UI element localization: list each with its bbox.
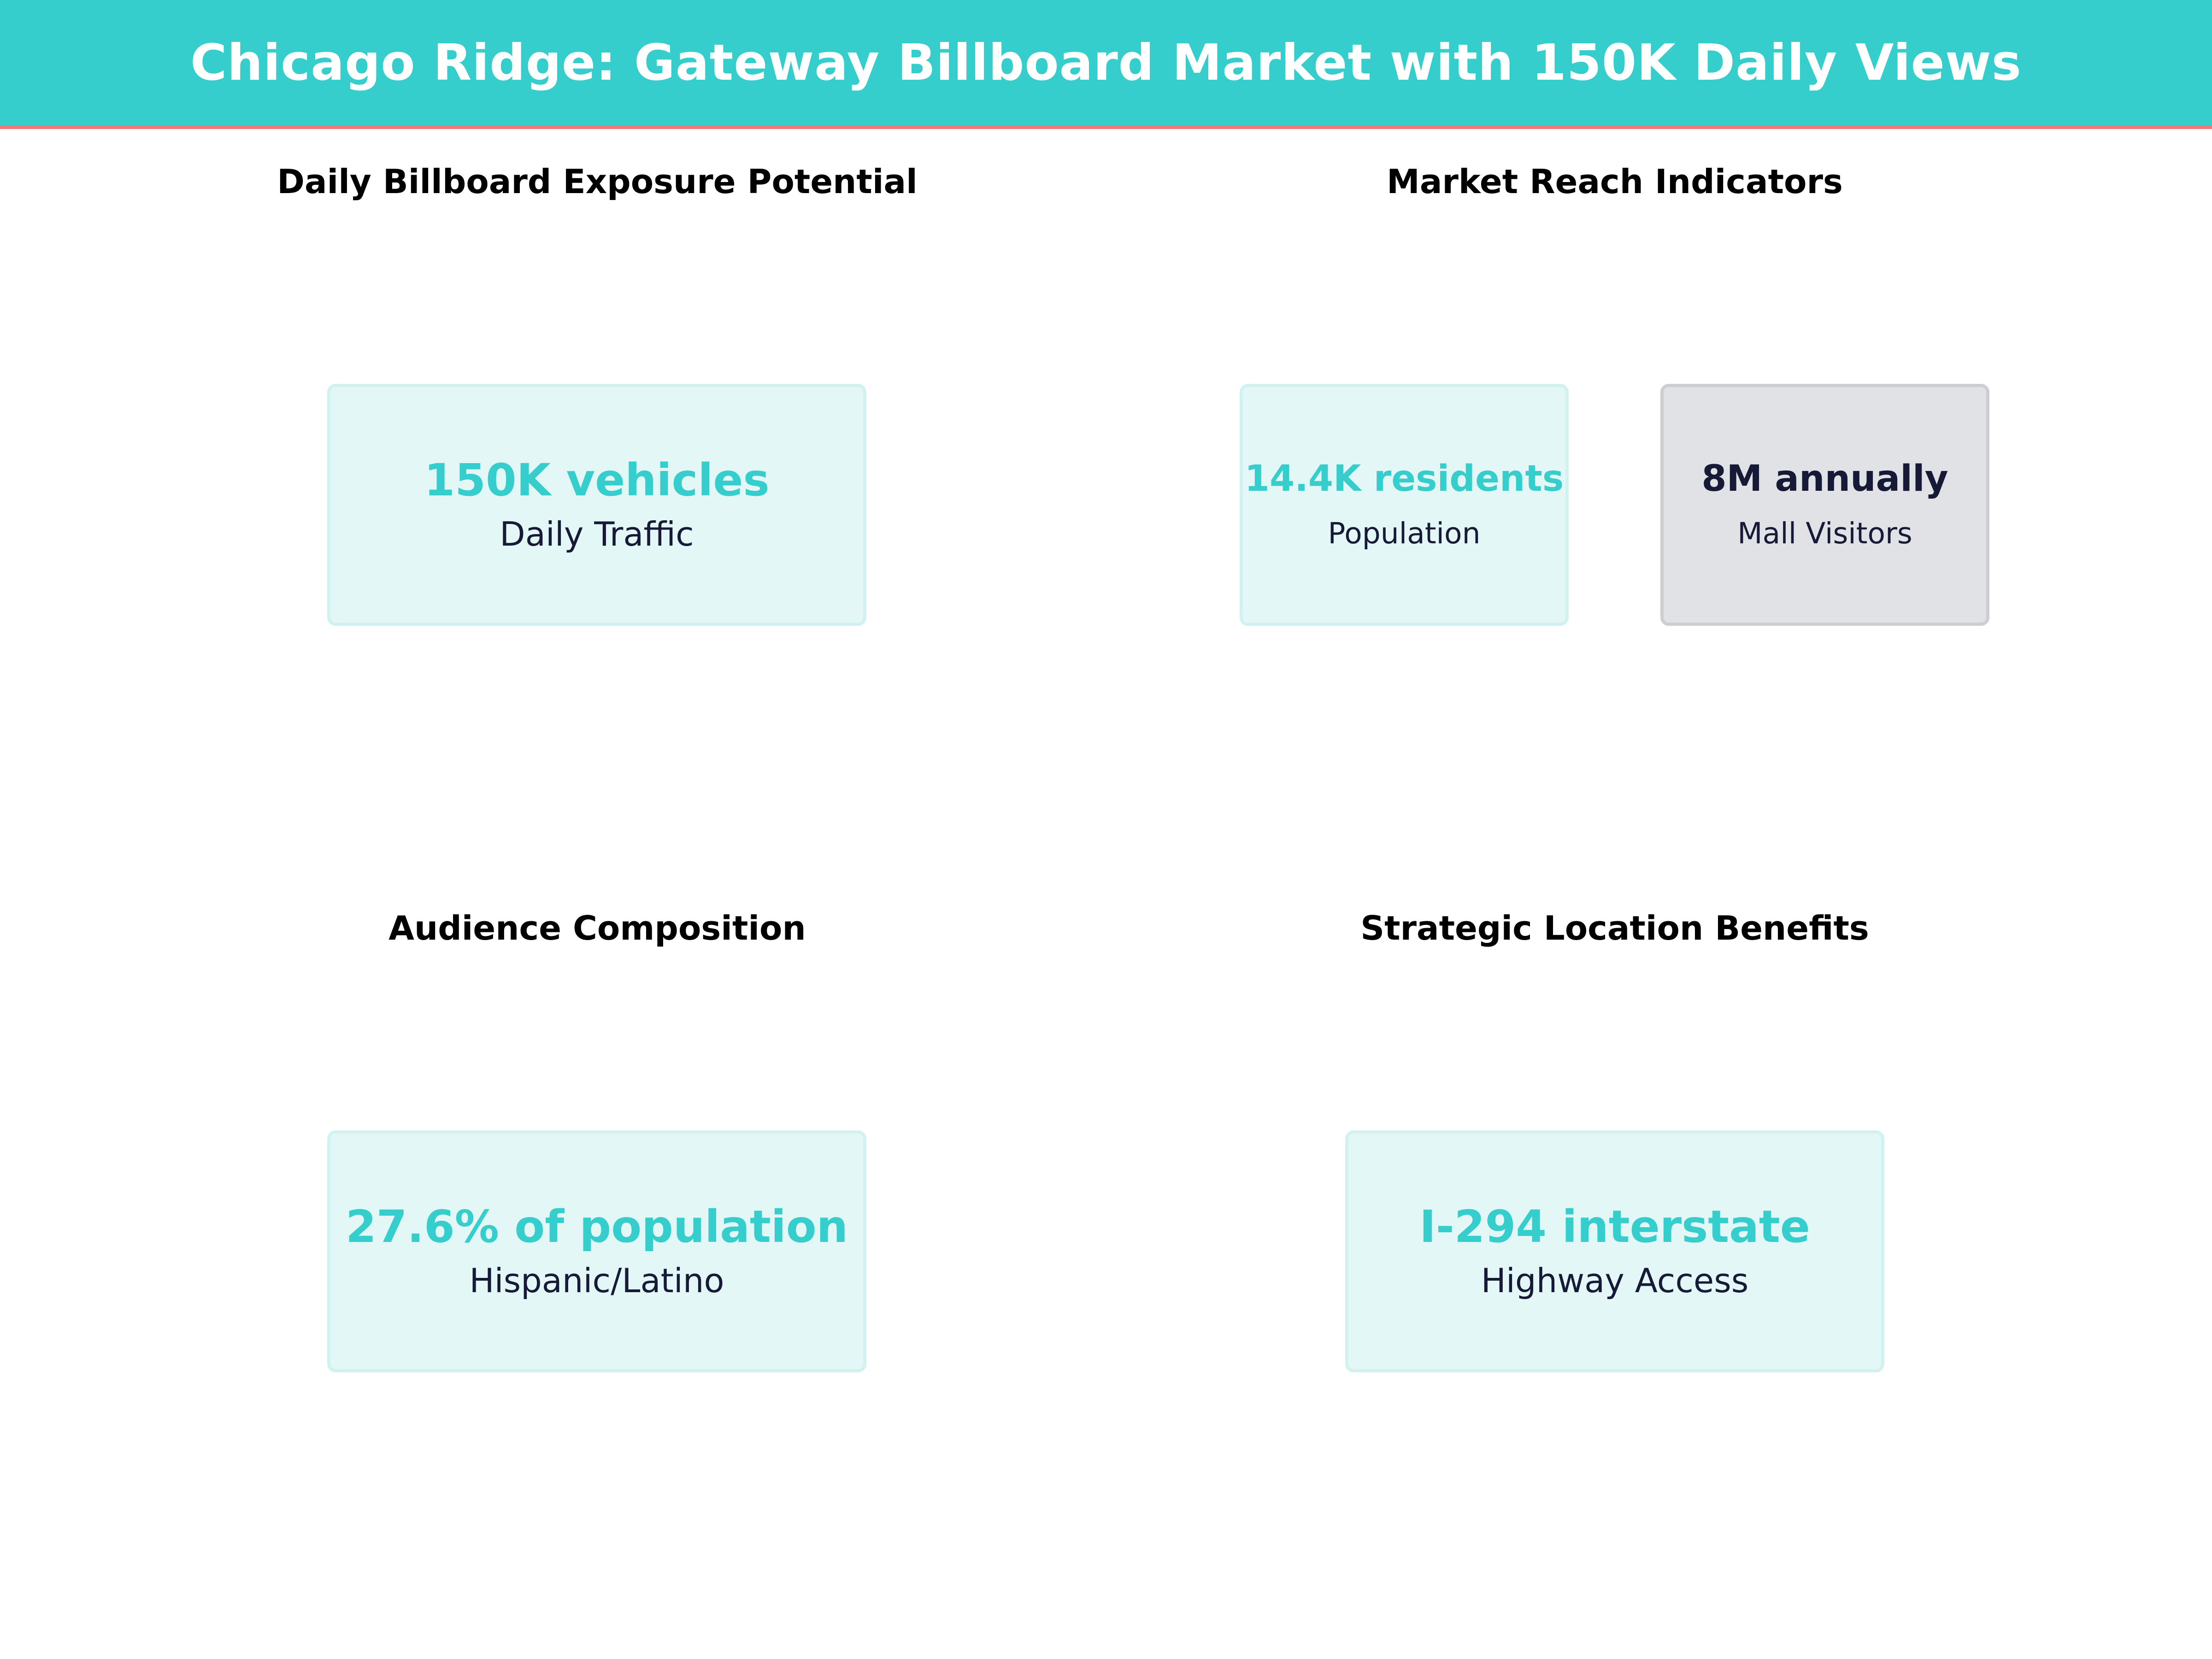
section-title-exposure: Daily Billboard Exposure Potential <box>277 162 918 201</box>
metric-card-highway-access: I-294 interstate Highway Access <box>1345 1130 1884 1372</box>
section-title-location: Strategic Location Benefits <box>1360 909 1869 947</box>
metric-label: Highway Access <box>1481 1261 1749 1300</box>
metric-value: I-294 interstate <box>1419 1200 1810 1253</box>
metric-value: 14.4K residents <box>1244 458 1564 500</box>
metric-card-daily-traffic: 150K vehicles Daily Traffic <box>327 384 866 626</box>
metric-label: Mall Visitors <box>1737 516 1912 550</box>
metric-label: Hispanic/Latino <box>469 1261 724 1300</box>
metric-label: Population <box>1328 516 1481 550</box>
header-banner: Chicago Ridge: Gateway Billboard Market … <box>0 0 2212 129</box>
section-title-audience: Audience Composition <box>388 909 806 947</box>
metric-card-population: 14.4K residents Population <box>1240 384 1569 626</box>
metric-value: 8M annually <box>1701 458 1948 500</box>
metric-card-hispanic-latino: 27.6% of population Hispanic/Latino <box>327 1130 866 1372</box>
metric-value: 150K vehicles <box>424 454 770 506</box>
metric-label: Daily Traffic <box>500 515 694 554</box>
metric-value: 27.6% of population <box>345 1200 848 1253</box>
metric-card-mall-visitors: 8M annually Mall Visitors <box>1660 384 1989 626</box>
page-title: Chicago Ridge: Gateway Billboard Market … <box>190 34 2022 92</box>
section-title-reach: Market Reach Indicators <box>1387 162 1843 201</box>
